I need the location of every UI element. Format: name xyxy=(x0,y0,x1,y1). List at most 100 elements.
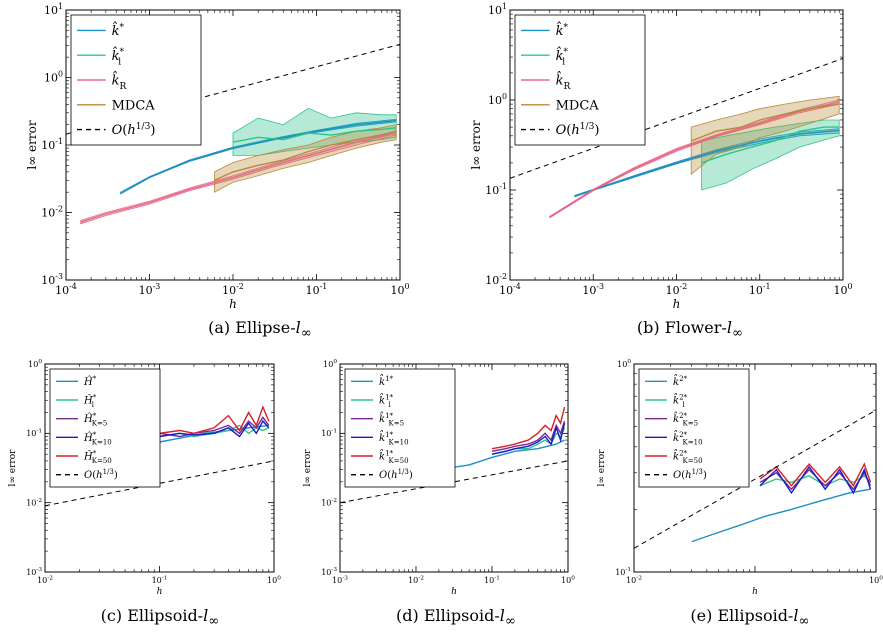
caption-a-label: (a) xyxy=(208,318,231,337)
legend-label: O(h1/3) xyxy=(84,468,118,481)
series-line xyxy=(491,406,566,450)
legend-label: O(h1/3) xyxy=(379,468,413,481)
x-tick-label: 10-2 xyxy=(222,282,244,297)
x-axis-label: h xyxy=(752,587,758,597)
x-tick-label: 10-2 xyxy=(408,575,424,585)
x-tick-label: 100 xyxy=(833,282,852,297)
caption-c-sub: l xyxy=(203,606,209,625)
x-tick-label: 10-3 xyxy=(332,575,348,585)
caption-a-text: Ellipse- xyxy=(235,318,296,337)
x-tick-label: 100 xyxy=(390,282,409,297)
series-band xyxy=(701,119,840,191)
legend-label: Ĥ* xyxy=(83,375,97,388)
x-axis-label: h xyxy=(451,587,457,597)
legend-label: k̂1* K=5 xyxy=(379,412,404,428)
x-tick-label: 10-1 xyxy=(749,282,771,297)
y-tick-label: 10-2 xyxy=(41,204,63,219)
caption-a-sub: l xyxy=(295,318,301,337)
y-tick-label: 10-1 xyxy=(615,567,631,577)
y-axis-label: l∞ error xyxy=(469,120,483,169)
caption-d-symbol: ∞ xyxy=(504,614,516,630)
x-tick-label: 10-2 xyxy=(666,282,688,297)
series-line xyxy=(510,57,843,179)
caption-e: (e) Ellipsoid-l∞ xyxy=(640,606,860,629)
x-tick-label: 10-2 xyxy=(626,575,642,585)
legend-box xyxy=(344,368,456,488)
y-tick-label: 100 xyxy=(323,359,337,369)
plot-area xyxy=(510,57,843,219)
series-line xyxy=(691,488,871,543)
legend-label: k̂* l xyxy=(112,46,125,67)
legend-label: Ĥ* K=50 xyxy=(83,450,112,466)
axes-frame xyxy=(509,9,844,281)
legend-label: k̂2* l xyxy=(673,393,688,409)
x-tick-label: 10-4 xyxy=(499,282,521,297)
legend-box xyxy=(638,368,750,488)
series-line xyxy=(759,462,872,488)
x-axis-label: h xyxy=(673,297,681,311)
caption-e-label: (e) xyxy=(690,606,713,625)
caption-a-symbol: ∞ xyxy=(300,326,312,342)
series-line xyxy=(340,460,568,504)
x-tick-label: 100 xyxy=(869,575,883,585)
caption-e-text: Ellipsoid- xyxy=(717,606,794,625)
legend-label: k̂* l xyxy=(556,46,569,67)
y-tick-label: 10-1 xyxy=(485,182,507,197)
axes-frame xyxy=(65,9,401,281)
plot-area xyxy=(634,409,876,549)
axes-frame xyxy=(339,363,569,573)
caption-b-symbol: ∞ xyxy=(731,326,744,342)
y-tick-label: 100 xyxy=(488,92,507,107)
caption-d-text: Ellipsoid- xyxy=(423,606,500,625)
series-line xyxy=(491,420,566,452)
legend-label: O(h1/3) xyxy=(673,468,707,481)
legend-label: k̂R xyxy=(556,71,572,92)
legend-label: k̂1* K=50 xyxy=(379,449,409,465)
legend-label: k̂2* K=10 xyxy=(673,431,703,447)
series-line xyxy=(574,129,840,198)
series-line xyxy=(45,460,274,507)
caption-d: (d) Ellipsoid-l∞ xyxy=(346,606,566,629)
y-tick-label: 10-1 xyxy=(26,429,42,439)
chart-a: 10-4 10-3 10-2 10-1 10010-310-210-1100101hl∞… xyxy=(25,2,410,311)
caption-c-label: (c) xyxy=(100,606,123,625)
series-line xyxy=(491,423,566,455)
y-axis-label: l∞ error xyxy=(597,449,607,487)
caption-b-sub: l xyxy=(726,318,732,337)
x-tick-label: 10-1 xyxy=(484,575,500,585)
y-tick-label: 100 xyxy=(617,359,631,369)
x-tick-label: 10-4 xyxy=(55,282,77,297)
series-line xyxy=(120,119,397,195)
y-tick-label: 10-2 xyxy=(321,498,337,508)
series-line xyxy=(214,130,397,181)
caption-e-sub: l xyxy=(793,606,799,625)
y-tick-label: 10-3 xyxy=(321,567,337,577)
caption-d-label: (d) xyxy=(396,606,419,625)
y-tick-label: 101 xyxy=(44,2,63,17)
caption-a: (a) Ellipse-l∞ xyxy=(150,318,370,341)
legend-label: Ĥ* K=5 xyxy=(83,412,107,428)
plot-area xyxy=(66,43,400,225)
series-line xyxy=(634,409,876,549)
y-tick-label: 10-1 xyxy=(321,429,337,439)
legend-label: k̂2* K=50 xyxy=(673,449,703,465)
series-line xyxy=(690,103,840,142)
series-band xyxy=(690,95,840,176)
axes-frame xyxy=(633,363,877,573)
x-tick-label: 10-2 xyxy=(37,575,53,585)
axes-frame xyxy=(44,363,275,573)
series-line xyxy=(159,416,270,438)
legend-label: k̂1* xyxy=(379,375,394,388)
y-tick-label: 101 xyxy=(488,2,507,17)
series-line xyxy=(159,405,270,435)
caption-d-sub: l xyxy=(499,606,505,625)
caption-b-text: Flower- xyxy=(664,318,727,337)
legend-label: MDCA xyxy=(556,98,600,113)
legend-label: O(h1/3) xyxy=(112,122,156,138)
x-axis-label: h xyxy=(157,587,163,597)
caption-c-symbol: ∞ xyxy=(208,614,220,630)
legend-label: k̂2* xyxy=(673,375,688,388)
